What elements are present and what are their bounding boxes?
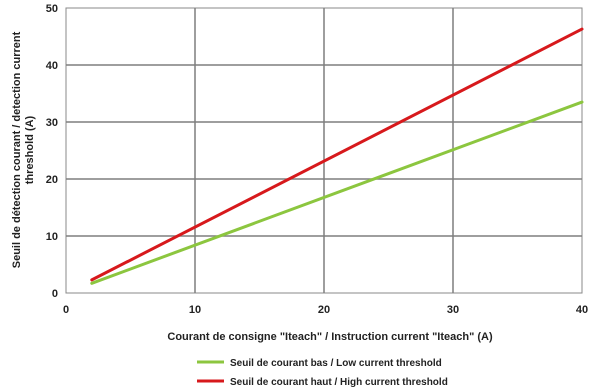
x-axis-title: Courant de consigne "Iteach" / Instructi…: [167, 331, 493, 343]
series-line-1: [90, 27, 584, 282]
y-tick-labels: 0 10 20 30 40 50: [46, 3, 58, 300]
y-tick-label: 40: [46, 60, 58, 72]
y-tick-label: 50: [46, 3, 58, 15]
x-tick-labels: 0 10 20 30 40: [63, 304, 588, 316]
y-tick-label: 30: [46, 117, 58, 129]
y-tick-label: 10: [46, 231, 58, 243]
legend: Seuil de courant bas / Low current thres…: [197, 358, 448, 388]
x-tick-label: 30: [447, 304, 459, 316]
y-tick-label: 0: [52, 288, 58, 300]
x-tick-label: 10: [189, 304, 201, 316]
x-tick-label: 20: [318, 304, 330, 316]
y-axis-title-line1: Seuil de détection courant / detection c…: [11, 31, 23, 268]
y-axis-title: Seuil de détection courant / detection c…: [11, 31, 36, 268]
series-line-0: [90, 100, 584, 285]
y-axis-title-line2: threshold (A): [24, 115, 36, 184]
x-tick-label: 40: [576, 304, 588, 316]
series-lines: [90, 27, 584, 285]
legend-label-1: Seuil de courant haut / High current thr…: [230, 377, 448, 388]
y-tick-label: 20: [46, 174, 58, 186]
legend-label-0: Seuil de courant bas / Low current thres…: [230, 358, 442, 369]
x-tick-label: 0: [63, 304, 69, 316]
